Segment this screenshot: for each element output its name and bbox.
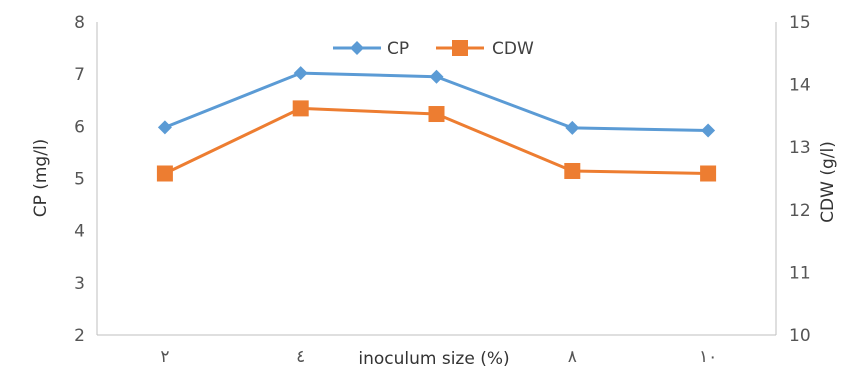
y-left-tick-label: 3 [74,274,85,294]
data-point-cp [429,69,444,84]
data-point-cdw [564,162,581,179]
y-right-tick-label: 10 [789,326,811,346]
data-point-cdw [156,165,173,182]
legend-cdw-label: CDW [492,39,534,59]
legend-cp-label: CP [387,39,409,59]
y-left-tick-label: 7 [74,65,85,85]
ticks-layer: 2 3 4 5 6 7 8 10 11 12 13 14 15 ٢ ٤ ٨ ١٠ [74,13,810,367]
data-point-cdw [292,100,309,117]
y-left-tick-label: 2 [74,326,85,346]
y-right-tick-label: 15 [789,13,811,33]
x-tick-label: ٢ [160,347,169,367]
series-layer [156,66,717,182]
x-tick-label: ٤ [296,347,305,367]
y-right-tick-label: 14 [789,76,811,96]
y-right-tick-label: 11 [789,263,811,283]
data-point-cp [157,120,172,135]
data-point-cp [701,123,716,138]
data-point-cdw [428,106,445,123]
legend-cp-marker [350,41,364,55]
y-right-axis-title: CDW (g/l) [818,141,838,223]
data-point-cp [293,66,308,81]
x-tick-label: ١٠ [699,347,717,367]
y-left-tick-label: 6 [74,117,85,137]
y-right-tick-label: 12 [789,201,811,221]
y-left-tick-label: 4 [74,222,85,242]
data-point-cp [565,120,580,135]
data-point-cdw [700,165,717,182]
y-left-axis-title: CP (mg/l) [31,139,51,218]
y-left-tick-label: 8 [74,13,85,33]
y-right-tick-label: 13 [789,138,811,158]
legend: CP CDW [333,39,534,59]
legend-cdw-marker [452,40,468,56]
x-axis-title: inoculum size (%) [358,349,509,369]
x-tick-label: ٨ [568,347,577,367]
y-left-tick-label: 5 [74,170,85,190]
